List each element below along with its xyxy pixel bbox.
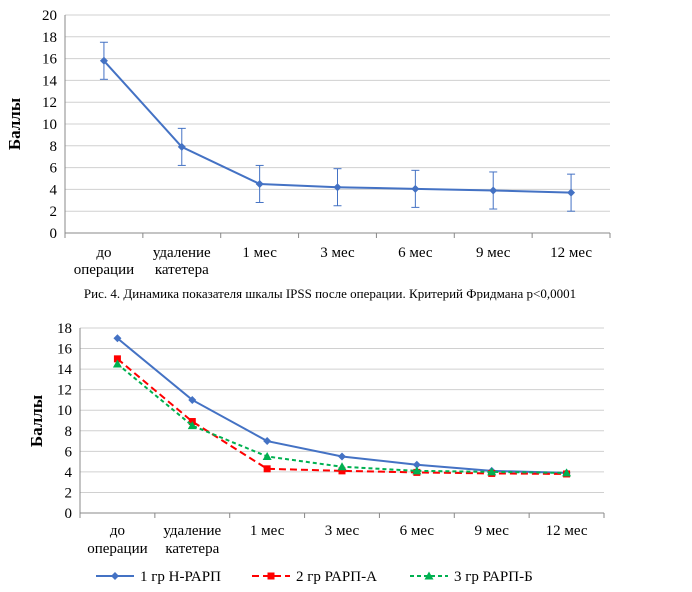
y-tick-label: 4 <box>50 182 58 198</box>
data-point <box>262 451 272 460</box>
x-tick-label: 9 мес <box>474 523 509 539</box>
data-point <box>412 466 422 475</box>
data-point <box>187 421 197 430</box>
data-point <box>567 188 576 197</box>
x-tick-label: до <box>96 245 111 261</box>
y-tick-label: 14 <box>57 362 73 378</box>
data-point <box>333 183 342 192</box>
x-tick-label: катетера <box>165 541 219 557</box>
data-point <box>177 142 186 151</box>
y-axis-title: Баллы <box>27 395 46 447</box>
y-tick-label: 6 <box>50 161 58 177</box>
x-tick-label: 1 мес <box>242 245 277 261</box>
x-tick-label: 3 мес <box>320 245 355 261</box>
x-tick-label: 3 мес <box>325 523 360 539</box>
data-point <box>562 468 572 477</box>
y-tick-label: 12 <box>42 95 57 111</box>
y-tick-label: 0 <box>50 226 58 242</box>
x-tick-label: 12 мес <box>546 523 588 539</box>
legend-label-3: 3 гр РАРП-Б <box>454 569 533 585</box>
y-axis-title: Баллы <box>5 98 24 150</box>
x-tick-label: 1 мес <box>250 523 285 539</box>
y-tick-label: 8 <box>65 424 73 440</box>
legend-marker-3 <box>424 571 434 580</box>
y-tick-label: 16 <box>57 342 73 358</box>
legend-marker-2 <box>267 572 275 580</box>
data-point <box>113 334 122 343</box>
data-point <box>188 395 197 404</box>
y-tick-label: 2 <box>65 485 73 501</box>
y-tick-label: 18 <box>57 321 72 337</box>
data-point <box>113 355 121 363</box>
data-point <box>489 186 498 195</box>
y-tick-label: 16 <box>42 52 58 68</box>
legend-marker-1 <box>111 572 119 580</box>
x-tick-label: операции <box>74 262 134 278</box>
y-tick-label: 18 <box>42 30 57 46</box>
figure-caption: Рис. 4. Динамика показателя шкалы IPSS п… <box>84 286 576 301</box>
x-tick-label: операции <box>87 541 147 557</box>
data-point <box>338 467 346 475</box>
legend-label-1: 1 гр Н-РАРП <box>140 569 221 585</box>
y-tick-label: 14 <box>42 73 58 89</box>
data-point <box>337 462 347 471</box>
y-tick-label: 10 <box>57 403 72 419</box>
x-tick-label: 9 мес <box>476 245 511 261</box>
data-point <box>255 179 264 188</box>
y-tick-label: 10 <box>42 117 57 133</box>
x-tick-label: 12 мес <box>550 245 592 261</box>
data-point <box>99 56 108 65</box>
legend-label-2: 2 гр РАРП-А <box>296 569 377 585</box>
data-point <box>487 467 497 476</box>
y-tick-label: 0 <box>65 506 73 522</box>
data-point <box>412 460 421 469</box>
x-tick-label: удаление <box>163 523 221 539</box>
data-point <box>112 359 122 368</box>
y-tick-label: 6 <box>65 444 73 460</box>
y-tick-label: 2 <box>50 204 58 220</box>
data-point <box>263 437 272 446</box>
y-tick-label: 12 <box>57 383 72 399</box>
data-point <box>263 465 271 473</box>
data-point <box>338 452 346 461</box>
y-tick-label: 20 <box>42 8 57 24</box>
x-tick-label: катетера <box>155 262 209 278</box>
x-tick-label: до <box>110 523 125 539</box>
x-tick-label: 6 мес <box>400 523 435 539</box>
y-tick-label: 8 <box>50 139 58 155</box>
x-tick-label: удаление <box>153 245 211 261</box>
y-tick-label: 4 <box>65 465 73 481</box>
data-point <box>411 184 420 193</box>
x-tick-label: 6 мес <box>398 245 433 261</box>
